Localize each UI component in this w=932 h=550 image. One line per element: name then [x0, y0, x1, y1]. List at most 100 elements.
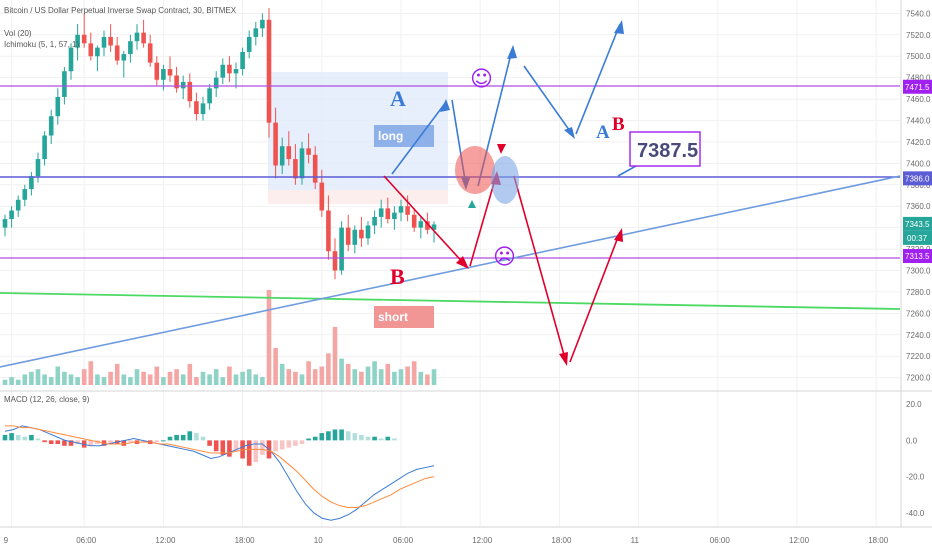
time-tick-label: 06:00 — [76, 536, 97, 545]
candle-body — [101, 36, 107, 48]
macd-histogram-bar — [332, 429, 338, 441]
volume-bar — [48, 377, 54, 385]
candle-body — [9, 210, 14, 220]
volume-bar — [240, 371, 245, 385]
candle-body — [293, 159, 298, 179]
target-price-text: 7387.5 — [637, 140, 698, 162]
macd-histogram-bar — [88, 440, 94, 446]
red-arrowhead-4 — [614, 228, 623, 242]
volume-bar — [425, 374, 430, 385]
macd-histogram-bar — [273, 440, 278, 452]
volume-bar — [62, 371, 67, 385]
volume-bar — [187, 363, 193, 385]
countdown-text: 00:37 — [907, 234, 928, 243]
macd-histogram-bar — [108, 440, 113, 444]
volume-bar — [15, 379, 21, 385]
volume-bar — [174, 369, 179, 385]
blue-path-1 — [391, 101, 447, 175]
label-a-right: A — [596, 122, 610, 143]
volume-bar — [154, 366, 160, 385]
volume-bar — [392, 371, 397, 385]
candle-body — [345, 227, 351, 245]
price-label-text: 7313.5 — [905, 252, 930, 261]
candle-body — [405, 206, 410, 215]
candle-body — [213, 77, 219, 89]
blue-rising-trend-line[interactable] — [0, 175, 901, 368]
volume-bar — [55, 366, 61, 385]
price-label-tag — [903, 249, 932, 264]
price-label-tag — [903, 79, 932, 94]
price-axis[interactable]: 7540.0 7520.0 7500.0 7480.0 7460.0 7440.0 7420… — [900, 0, 932, 527]
candle-body — [62, 71, 67, 97]
label-b-red: B — [390, 264, 405, 289]
volume-bar — [147, 374, 153, 385]
macd-histogram-bar — [121, 440, 127, 446]
macd-histogram-bar — [378, 438, 384, 441]
time-tick-label: 06:00 — [710, 536, 731, 545]
macd-histogram-bar — [299, 440, 305, 444]
candle-body — [35, 159, 41, 177]
volume-bar — [141, 371, 146, 385]
volume-bar — [378, 369, 384, 385]
candle-body — [88, 43, 94, 57]
blue-path-4 — [523, 65, 573, 135]
time-tick-label: 10 — [314, 536, 323, 545]
macd-pane[interactable] — [2, 425, 435, 521]
candle-body — [411, 214, 417, 228]
volume-bar — [114, 363, 120, 385]
volume-bar — [411, 361, 417, 385]
short-position-zone[interactable] — [268, 190, 448, 204]
red-path-2 — [469, 175, 497, 267]
macd-axis[interactable]: 20.0 0.0 -20.0 -40.0 — [906, 400, 925, 518]
macd-histogram-bar — [187, 431, 193, 441]
label-a-blue: A — [390, 86, 406, 111]
price-pane[interactable] — [0, 0, 900, 390]
macd-histogram-bar — [15, 434, 21, 441]
volume-bar — [319, 366, 325, 385]
green-trend-line[interactable] — [0, 292, 901, 310]
red-arrowhead-3 — [559, 352, 568, 366]
candle-body — [95, 47, 100, 57]
macd-histogram-bar — [306, 438, 311, 441]
candle-body — [233, 69, 239, 74]
volume-bar — [2, 379, 8, 385]
volume-bar — [359, 371, 364, 385]
volume-bar — [365, 366, 371, 385]
volume-bar — [233, 374, 239, 385]
candle-body — [161, 69, 166, 80]
macd-tick-label: -20.0 — [906, 473, 925, 482]
candle-body — [147, 43, 153, 63]
macd-histogram-bar — [48, 440, 54, 444]
candle-body — [392, 212, 397, 220]
candle-body — [15, 199, 21, 211]
volume-bar — [299, 374, 305, 385]
macd-histogram-bar — [161, 440, 166, 442]
long-label: long — [378, 129, 403, 143]
volume-bar — [273, 348, 278, 385]
time-tick-label: 12:00 — [155, 536, 176, 545]
macd-histogram-bar — [75, 440, 80, 444]
macd-histogram-bar — [246, 440, 252, 466]
volume-bar — [9, 377, 14, 385]
macd-histogram-bar — [233, 440, 239, 452]
red-path-3 — [513, 175, 567, 363]
red-path-1 — [383, 175, 467, 267]
macd-histogram-bar — [35, 438, 41, 441]
price-label-text: 7471.5 — [905, 83, 930, 92]
candle-body — [385, 208, 391, 220]
target-price-callout[interactable] — [629, 131, 701, 167]
price-tick-label: 7440.0 — [906, 117, 931, 126]
red-arrowhead-1 — [456, 256, 469, 269]
candle-body — [114, 45, 120, 61]
macd-histogram-bar — [22, 436, 28, 441]
volume-bar — [253, 374, 259, 385]
candle-body — [312, 154, 318, 183]
time-tick-label: 18:00 — [551, 536, 572, 545]
price-label-tag — [903, 216, 932, 231]
blue-arrowhead-3 — [507, 45, 517, 59]
candle-body — [227, 64, 232, 74]
candle-body — [266, 19, 272, 123]
volume-bar — [75, 377, 80, 385]
time-axis[interactable]: 9 06:00 12:00 18:00 10 06:00 12:00 18:00 11 06:00… — [4, 536, 889, 545]
